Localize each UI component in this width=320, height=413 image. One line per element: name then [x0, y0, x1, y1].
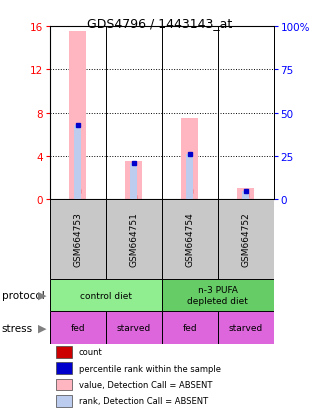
- Bar: [237, 189, 254, 200]
- Text: GSM664751: GSM664751: [129, 212, 138, 267]
- Bar: [50, 279, 162, 311]
- Bar: [50, 200, 106, 279]
- Bar: [186, 155, 193, 200]
- Text: count: count: [79, 348, 102, 356]
- Bar: [56, 395, 72, 407]
- Bar: [56, 363, 72, 374]
- Bar: [69, 32, 86, 200]
- Bar: [125, 162, 142, 200]
- Text: value, Detection Call = ABSENT: value, Detection Call = ABSENT: [79, 380, 212, 389]
- Bar: [106, 311, 162, 344]
- Text: GSM664752: GSM664752: [241, 212, 250, 267]
- Bar: [218, 311, 274, 344]
- Bar: [50, 311, 106, 344]
- Bar: [162, 279, 274, 311]
- Text: n-3 PUFA
depleted diet: n-3 PUFA depleted diet: [187, 286, 248, 305]
- Bar: [130, 164, 137, 200]
- Text: protocol: protocol: [2, 290, 44, 300]
- Text: percentile rank within the sample: percentile rank within the sample: [79, 364, 221, 373]
- Text: ▶: ▶: [38, 323, 46, 333]
- Text: fed: fed: [182, 323, 197, 332]
- Bar: [106, 200, 162, 279]
- Bar: [74, 126, 81, 200]
- Bar: [181, 119, 198, 200]
- Text: GSM664753: GSM664753: [73, 212, 82, 267]
- Text: stress: stress: [2, 323, 33, 333]
- Text: starved: starved: [116, 323, 151, 332]
- Text: GSM664754: GSM664754: [185, 212, 194, 267]
- Bar: [56, 346, 72, 358]
- Bar: [218, 200, 274, 279]
- Text: ▶: ▶: [38, 290, 46, 300]
- Text: GDS4796 / 1443143_at: GDS4796 / 1443143_at: [87, 17, 233, 30]
- Bar: [242, 191, 249, 200]
- Text: fed: fed: [70, 323, 85, 332]
- Text: control diet: control diet: [80, 291, 132, 300]
- Text: starved: starved: [228, 323, 263, 332]
- Text: rank, Detection Call = ABSENT: rank, Detection Call = ABSENT: [79, 396, 208, 405]
- Bar: [162, 311, 218, 344]
- Bar: [162, 200, 218, 279]
- Bar: [56, 379, 72, 390]
